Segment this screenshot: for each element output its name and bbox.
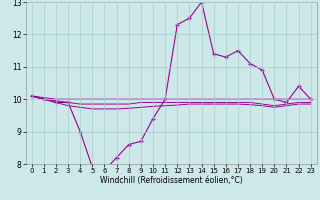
X-axis label: Windchill (Refroidissement éolien,°C): Windchill (Refroidissement éolien,°C) — [100, 176, 243, 185]
